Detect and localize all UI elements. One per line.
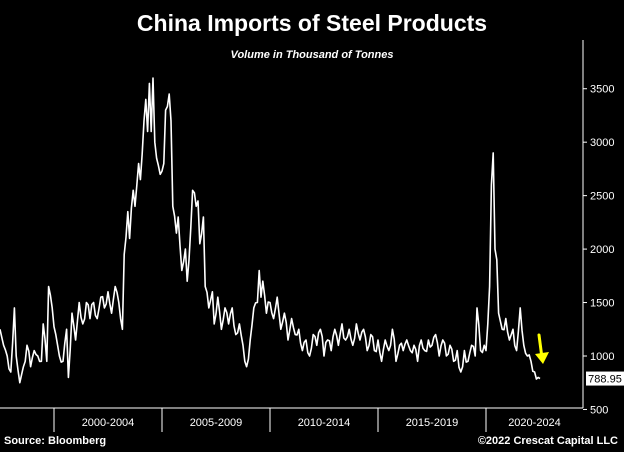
y-tick-label: 500 [590,404,608,416]
last-value-box [586,371,624,386]
x-period-label: 2020-2024 [508,417,561,429]
y-tick-label: 2500 [590,191,614,203]
x-period-label: 2010-2014 [298,417,351,429]
y-tick-label: 1000 [590,351,614,363]
series-line-0 [0,77,541,384]
y-tick-label: 3500 [590,84,614,96]
y-tick-label: 1500 [590,298,614,310]
y-tick-label: 2000 [590,244,614,256]
down-arrow-icon [535,333,549,364]
last-value-label: 788.95 [588,374,622,386]
chart-subtitle: Volume in Thousand of Tonnes [230,49,394,61]
copyright-note: ©2022 Crescat Capital LLC [477,435,618,447]
x-period-label: 2000-2004 [82,417,135,429]
source-note: Source: Bloomberg [4,435,107,447]
x-period-label: 2005-2009 [190,417,243,429]
x-period-label: 2015-2019 [406,417,459,429]
chart-title: China Imports of Steel Products [136,10,488,36]
y-tick-label: 3000 [590,137,614,149]
